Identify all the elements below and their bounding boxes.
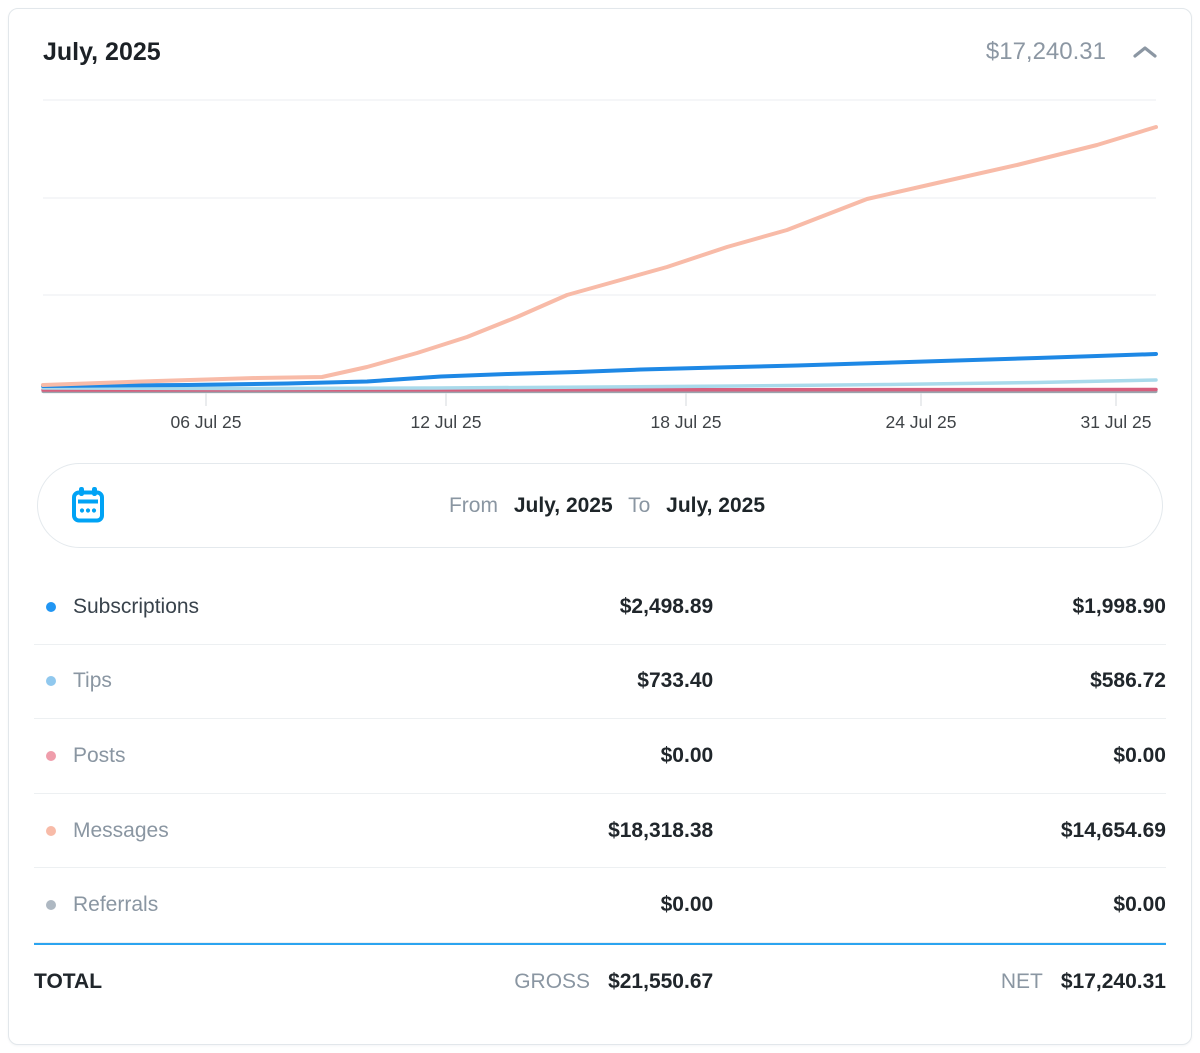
row-net-value: $586.72 (1090, 669, 1166, 693)
total-row: TOTAL GROSS $21,550.67 NET $17,240.31 (34, 942, 1166, 1020)
date-range-selector[interactable]: From July, 2025 To July, 2025 (37, 463, 1163, 548)
series-tips-line (41, 378, 1158, 391)
earnings-line-chart: 06 Jul 25 12 Jul 25 18 Jul 25 24 Jul 25 31 J… (41, 99, 1158, 432)
row-net-value: $14,654.69 (1060, 818, 1166, 842)
net-label: NET (1000, 970, 1043, 994)
x-axis-tick-label: 18 Jul 25 (650, 412, 721, 432)
to-value: July, 2025 (666, 493, 766, 517)
statement-header[interactable]: July, 2025 $17,240.31 (9, 9, 1191, 95)
from-label: From (448, 493, 498, 517)
gross-total-value: $21,550.67 (608, 970, 714, 994)
series-messages-line (41, 125, 1158, 387)
period-title: July, 2025 (43, 37, 161, 66)
row-label: Referrals (73, 893, 159, 917)
x-axis-tick-label: 12 Jul 25 (410, 412, 481, 432)
referrals-dot-icon (46, 900, 56, 911)
row-net-value: $0.00 (1113, 893, 1166, 917)
series-subscriptions-line (41, 352, 1158, 388)
gross-label: GROSS (514, 970, 591, 994)
net-total-value: $17,240.31 (1060, 970, 1166, 994)
chevron-up-icon[interactable] (1132, 45, 1158, 59)
earnings-statement-card: July, 2025 $17,240.31 06 Jul 25 12 Jul 25… (8, 8, 1192, 1045)
row-gross-value: $18,318.38 (608, 818, 714, 842)
tips-dot-icon (46, 676, 56, 687)
row-gross-value: $0.00 (660, 743, 714, 767)
row-net-value: $0.00 (1113, 743, 1166, 767)
row-label: Posts (73, 743, 126, 767)
total-label: TOTAL (34, 970, 103, 994)
row-gross-value: $2,498.89 (619, 594, 714, 618)
x-axis-tick-label: 31 Jul 25 (1080, 412, 1151, 432)
to-label: To (628, 493, 651, 517)
subscriptions-dot-icon (46, 601, 56, 612)
row-gross-value: $0.00 (660, 893, 714, 917)
x-axis-tick-label: 24 Jul 25 (885, 412, 956, 432)
period-net-amount: $17,240.31 (985, 38, 1106, 65)
earnings-row-tips[interactable]: Tips $733.40 $586.72 (34, 645, 1166, 720)
row-gross-value: $733.40 (637, 669, 714, 693)
calendar-button[interactable] (64, 486, 112, 525)
row-label: Subscriptions (73, 594, 200, 618)
from-value: July, 2025 (513, 493, 613, 517)
row-label: Tips (73, 669, 112, 693)
earnings-row-subscriptions[interactable]: Subscriptions $2,498.89 $1,998.90 (34, 570, 1166, 645)
x-axis-tick-label: 06 Jul 25 (170, 412, 241, 432)
row-label: Messages (73, 818, 169, 842)
earnings-row-messages[interactable]: Messages $18,318.38 $14,654.69 (34, 794, 1166, 869)
date-range-text[interactable]: From July, 2025 To July, 2025 (112, 494, 1162, 518)
posts-dot-icon (46, 750, 56, 761)
earnings-breakdown-table: Subscriptions $2,498.89 $1,998.90 Tips $… (34, 570, 1166, 1020)
calendar-icon (72, 486, 104, 522)
earnings-row-posts[interactable]: Posts $0.00 $0.00 (34, 719, 1166, 794)
messages-dot-icon (46, 825, 56, 836)
earnings-row-referrals[interactable]: Referrals $0.00 $0.00 (34, 868, 1166, 943)
row-net-value: $1,998.90 (1072, 594, 1166, 618)
